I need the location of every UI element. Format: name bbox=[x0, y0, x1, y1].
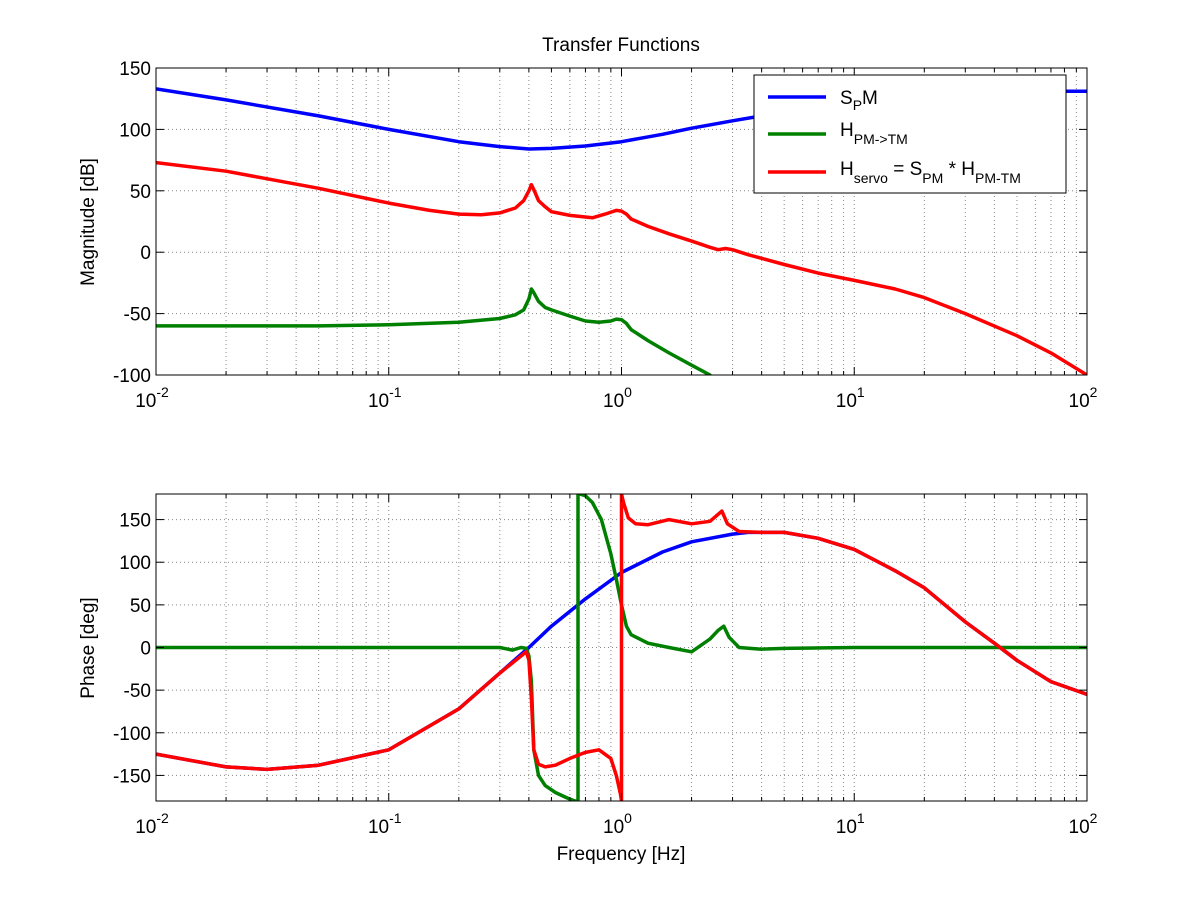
magnitude-xtick-label: 101 bbox=[836, 384, 865, 412]
magnitude-xtick-label: 102 bbox=[1069, 384, 1098, 412]
magnitude-ytick-label: -50 bbox=[124, 305, 151, 326]
phase-axes: -150 -100 -50 0 50 100 150 10-2 10-1 100 101 102 Fr… bbox=[78, 493, 1098, 865]
legend-label-hpm-tm: HPM->TM bbox=[840, 120, 908, 147]
phase-xtick-label: 101 bbox=[836, 810, 865, 838]
phase-ytick-label: 150 bbox=[119, 511, 151, 532]
magnitude-ytick-label: -100 bbox=[113, 366, 151, 387]
phase-ytick-label: 100 bbox=[119, 553, 151, 574]
phase-ytick-label: -50 bbox=[124, 681, 151, 702]
phase-xtick-label: 10-2 bbox=[135, 810, 169, 838]
magnitude-ytick-label: 150 bbox=[119, 59, 151, 80]
phase-ytick-label: -150 bbox=[113, 766, 151, 787]
magnitude-series-hpm-tm bbox=[156, 287, 712, 375]
phase-xtick-label: 100 bbox=[603, 810, 632, 838]
magnitude-ytick-label: 50 bbox=[130, 182, 151, 203]
phase-xtick-label: 102 bbox=[1069, 810, 1098, 838]
legend-label-spm: SPM bbox=[840, 88, 878, 113]
legend-entry-spm: SPM bbox=[768, 88, 878, 113]
phase-traces bbox=[156, 494, 1087, 801]
legend-entry-hpm-tm: HPM->TM bbox=[768, 120, 908, 147]
magnitude-series-hservo bbox=[156, 160, 1087, 375]
phase-ticks: -150 -100 -50 0 50 100 150 10-2 10-1 100 101 102 bbox=[113, 494, 1098, 838]
magnitude-xtick-label: 10-1 bbox=[368, 384, 402, 412]
legend-entry-hservo: Hservo = SPM * HPM-TM bbox=[768, 159, 1021, 186]
phase-ytick-label: -100 bbox=[113, 724, 151, 745]
magnitude-axes: -100 -50 0 50 100 150 10-2 10-1 100 101 102 Transf… bbox=[78, 35, 1098, 412]
phase-xtick-label: 10-1 bbox=[368, 810, 402, 838]
magnitude-xtick-label: 10-2 bbox=[135, 384, 169, 412]
magnitude-xtick-label: 100 bbox=[603, 384, 632, 412]
phase-ytick-label: 0 bbox=[140, 639, 151, 660]
magnitude-y-axis-label: Magnitude [dB] bbox=[78, 158, 99, 286]
magnitude-ytick-label: 100 bbox=[119, 120, 151, 141]
phase-y-axis-label: Phase [deg] bbox=[78, 597, 99, 698]
phase-ytick-label: 50 bbox=[130, 596, 151, 617]
phase-series-hservo bbox=[156, 494, 1087, 801]
legend-label-hservo: Hservo = SPM * HPM-TM bbox=[840, 159, 1021, 186]
magnitude-ytick-label: 0 bbox=[140, 243, 151, 264]
x-axis-label: Frequency [Hz] bbox=[557, 844, 686, 865]
legend: SPM HPM->TM Hservo = SPM * HPM-TM bbox=[753, 74, 1067, 194]
magnitude-ticks: -100 -50 0 50 100 150 10-2 10-1 100 101 102 bbox=[113, 59, 1098, 412]
chart-title: Transfer Functions bbox=[542, 35, 700, 56]
